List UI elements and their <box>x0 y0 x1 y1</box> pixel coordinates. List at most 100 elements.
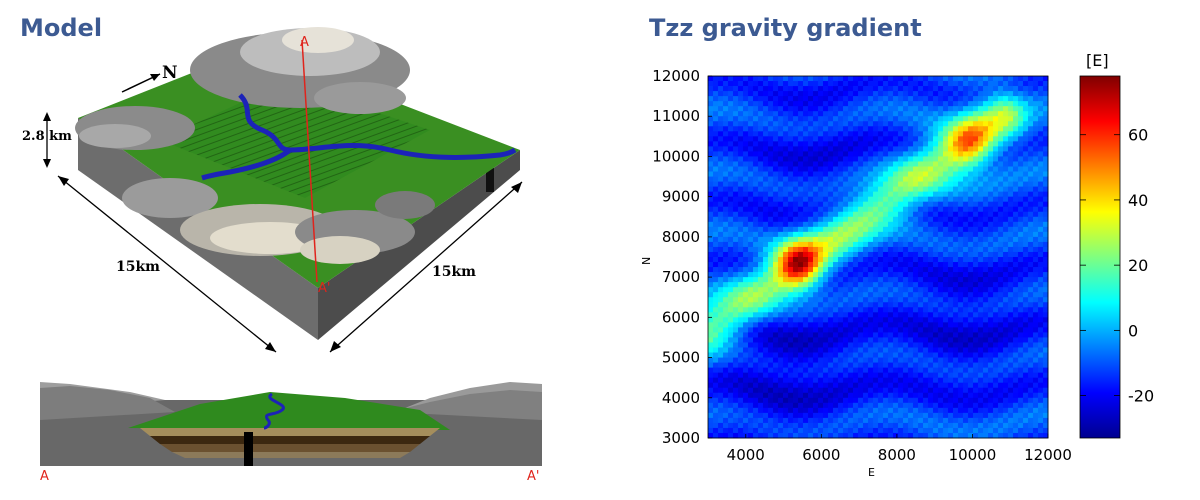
heatmap-cell <box>793 136 799 142</box>
heatmap-cell <box>1023 332 1029 338</box>
heatmap-cell <box>983 387 989 394</box>
heatmap-cell <box>863 196 869 203</box>
heatmap-cell <box>953 121 959 127</box>
heatmap-cell <box>743 206 749 213</box>
heatmap-cell <box>1033 186 1039 193</box>
heatmap-cell <box>1023 277 1029 283</box>
heatmap-cell <box>708 277 714 283</box>
heatmap-cell <box>743 322 749 328</box>
heatmap-cell <box>1018 347 1024 353</box>
heatmap-cell <box>728 146 734 152</box>
heatmap-cell <box>933 211 939 218</box>
heatmap-cell <box>838 111 844 117</box>
heatmap-cell <box>923 427 929 434</box>
heatmap-cell <box>1018 106 1024 112</box>
heatmap-cell <box>728 226 734 233</box>
heatmap-cell <box>923 402 929 409</box>
heatmap-cell <box>903 297 909 303</box>
y-tick-label: 5000 <box>662 349 700 367</box>
heatmap-cell <box>963 337 969 343</box>
heatmap-cell <box>998 96 1004 102</box>
heatmap-cell <box>953 337 959 343</box>
heatmap-cell <box>908 352 914 358</box>
heatmap-cell <box>1033 196 1039 203</box>
heatmap-cell <box>988 347 994 353</box>
heatmap-cell <box>828 297 834 303</box>
heatmap-cell <box>933 151 939 157</box>
heatmap-cell <box>918 171 924 177</box>
heatmap-cell <box>783 101 789 107</box>
heatmap-cell <box>978 302 984 308</box>
heatmap-cell <box>1003 287 1009 293</box>
heatmap-cell <box>1018 96 1024 102</box>
heatmap-cell <box>803 407 809 414</box>
heatmap-cell <box>1018 407 1024 414</box>
heatmap-cell <box>803 161 809 167</box>
heatmap-cell <box>708 246 714 253</box>
heatmap-cell <box>848 337 854 343</box>
heatmap-cell <box>913 347 919 353</box>
heatmap-cell <box>1043 332 1049 338</box>
heatmap-cell <box>868 297 874 303</box>
heatmap-cell <box>1033 377 1039 384</box>
heatmap-cell <box>753 121 759 127</box>
heatmap-cell <box>888 91 894 97</box>
heatmap-cell <box>933 126 939 132</box>
heatmap-cell <box>1008 191 1014 198</box>
heatmap-cell <box>888 121 894 127</box>
heatmap-cell <box>968 272 974 278</box>
heatmap-cell <box>783 432 789 439</box>
heatmap-cell <box>728 332 734 338</box>
heatmap-cell <box>1003 241 1009 248</box>
heatmap-cell <box>808 272 814 278</box>
heatmap-cell <box>993 362 999 369</box>
heatmap-cell <box>818 161 824 167</box>
heatmap-cell <box>773 327 779 333</box>
heatmap-cell <box>973 126 979 132</box>
heatmap-cell <box>778 166 784 172</box>
heatmap-cell <box>758 332 764 338</box>
heatmap-cell <box>923 81 929 87</box>
heatmap-cell <box>793 277 799 283</box>
heatmap-cell <box>828 417 834 424</box>
heatmap-cell <box>1003 236 1009 243</box>
heatmap-cell <box>858 231 864 238</box>
heatmap-cell <box>953 206 959 213</box>
heatmap-cell <box>993 417 999 424</box>
heatmap-cell <box>818 307 824 313</box>
heatmap-cell <box>793 387 799 394</box>
heatmap-cell <box>1038 382 1044 389</box>
heatmap-cell <box>1038 206 1044 213</box>
heatmap-cell <box>823 262 829 268</box>
heatmap-cell <box>888 196 894 203</box>
heatmap-cell <box>1018 277 1024 283</box>
heatmap-cell <box>1013 211 1019 218</box>
heatmap-cell <box>1018 181 1024 188</box>
heatmap-cell <box>848 161 854 167</box>
heatmap-cell <box>903 101 909 107</box>
heatmap-cell <box>718 251 724 258</box>
heatmap-cell <box>993 432 999 439</box>
heatmap-cell <box>773 367 779 374</box>
heatmap-cell <box>903 367 909 374</box>
heatmap-cell <box>968 211 974 218</box>
heatmap-cell <box>938 427 944 434</box>
heatmap-cell <box>988 126 994 132</box>
heatmap-cell <box>923 171 929 177</box>
heatmap-cell <box>963 317 969 323</box>
heatmap-cell <box>993 387 999 394</box>
heatmap-cell <box>733 272 739 278</box>
heatmap-cell <box>803 191 809 198</box>
heatmap-cell <box>928 166 934 172</box>
heatmap-cell <box>963 76 969 82</box>
heatmap-cell <box>918 257 924 263</box>
heatmap-cell <box>768 412 774 419</box>
heatmap-cell <box>848 427 854 434</box>
heatmap-cell <box>968 116 974 122</box>
heatmap-cell <box>983 251 989 258</box>
heatmap-cell <box>808 322 814 328</box>
heatmap-cell <box>1013 362 1019 369</box>
heatmap-cell <box>963 251 969 258</box>
heatmap-cell <box>1018 81 1024 87</box>
heatmap-cell <box>953 191 959 198</box>
